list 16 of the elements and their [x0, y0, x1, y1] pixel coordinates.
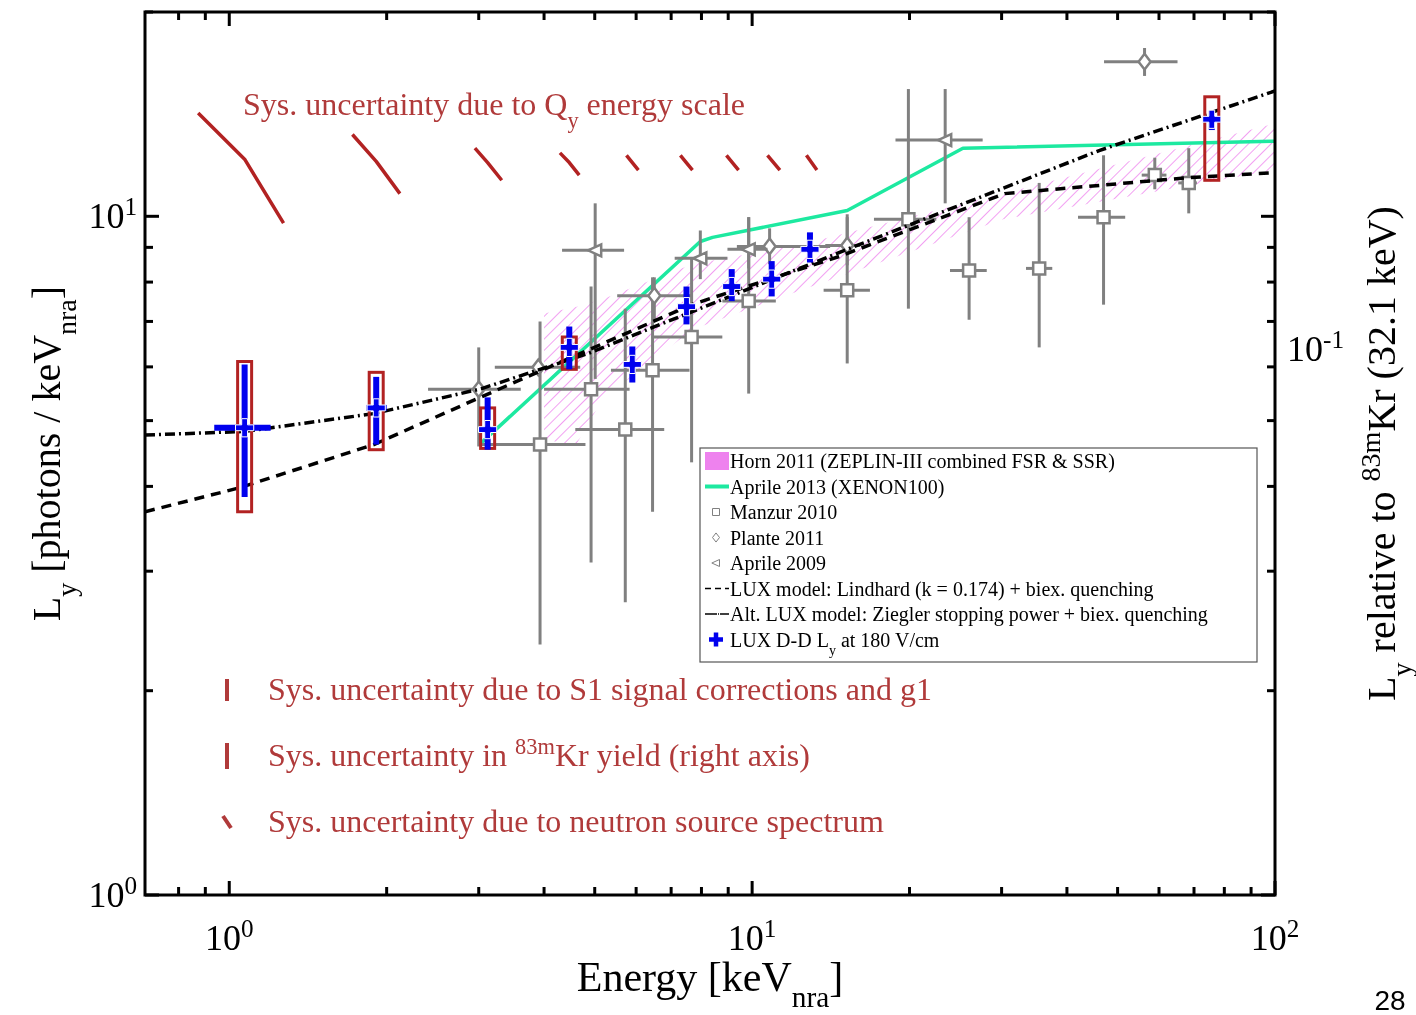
annotation: Sys. uncertainty in $^{83m}$Kr yield (right axis) — [268, 733, 810, 773]
legend-label: Aprile 2009 — [730, 552, 827, 575]
legend-label: LUX D-D L$_{y}$ at 180 V/cm — [730, 628, 940, 657]
x-tick-label: 10$^{0}$ — [204, 914, 254, 958]
legend-label: LUX model: Lindhard (k = 0.174) + biex. quenching — [730, 577, 1154, 601]
annotation: Sys. uncertainty due to Q$_{y}$ energy scale — [243, 86, 746, 133]
x-tick-label: 10$^{2}$ — [1250, 914, 1300, 958]
legend-label: Horn 2011 (ZEPLIN-III combined FSR & SSR) — [730, 450, 1115, 473]
text: 28 — [1374, 985, 1406, 1015]
legend-label: Alt. LUX model: Ziegler stopping power + biex. quenching — [730, 603, 1208, 626]
annotation: Sys. uncertainty due to neutron source spectrum — [268, 803, 884, 839]
legend-label: Plante 2011 — [730, 526, 825, 549]
legend-label: Manzur 2010 — [730, 501, 838, 523]
annotation: Sys. uncertainty due to S1 signal corrections and g1 — [268, 671, 932, 707]
legend-label: Aprile 2013 (XENON100) — [730, 475, 945, 499]
text: 10$^{-1}$ — [1287, 325, 1344, 369]
